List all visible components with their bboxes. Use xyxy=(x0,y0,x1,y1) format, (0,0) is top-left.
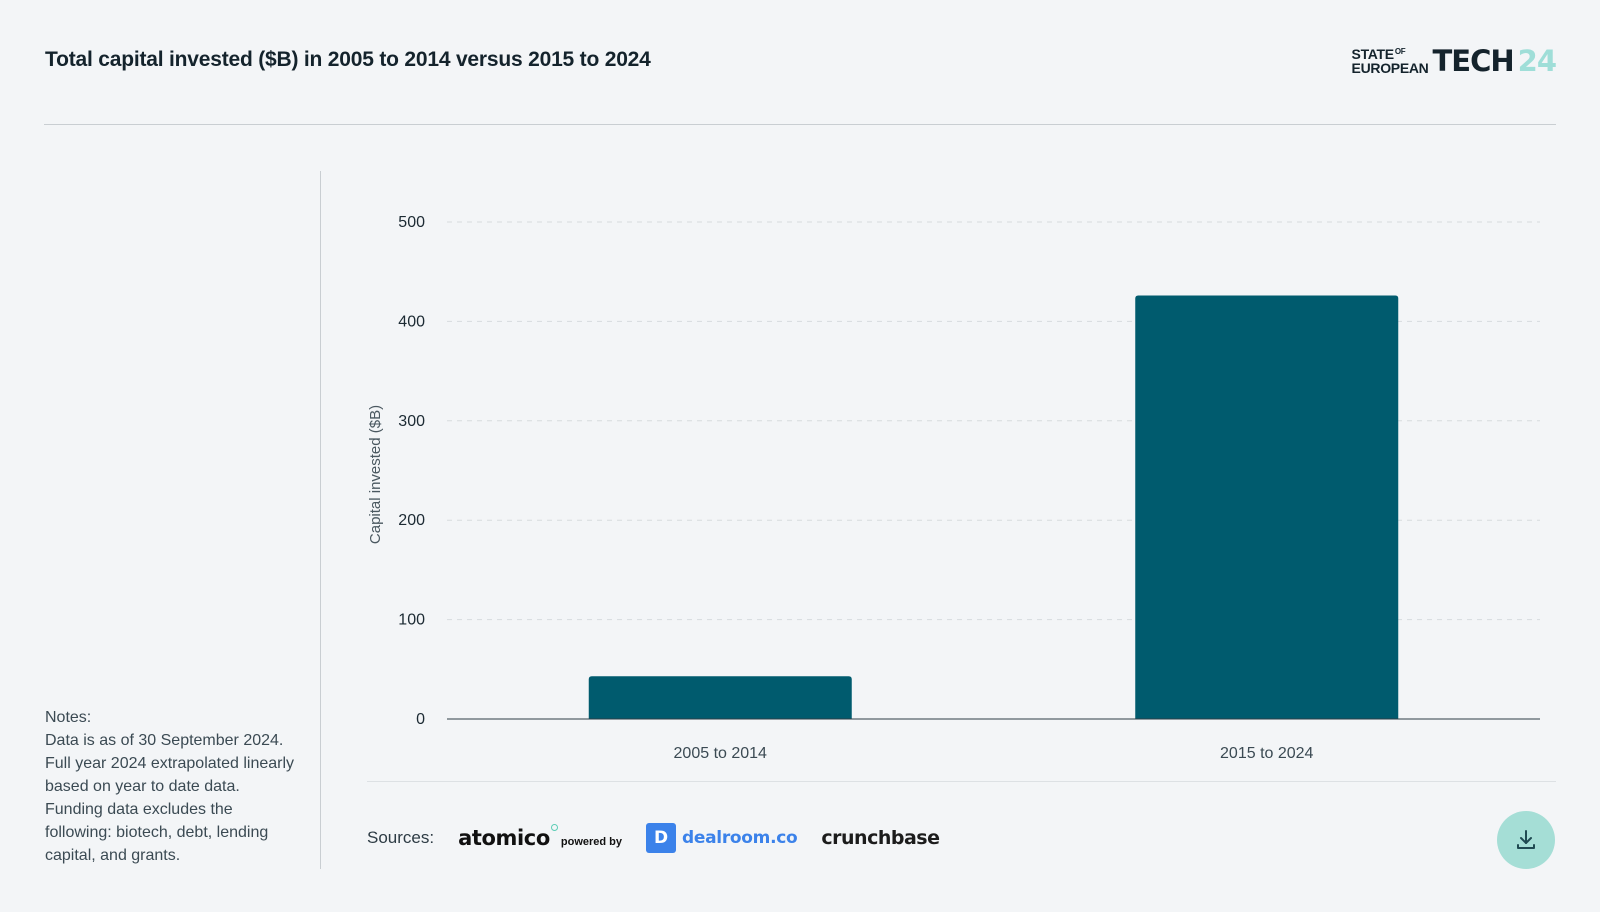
y-tick-label: 500 xyxy=(398,214,425,231)
y-tick-label: 400 xyxy=(398,313,425,330)
brand-of: OF xyxy=(1394,47,1406,56)
powered-by-text: powered by xyxy=(560,836,623,848)
chart-bars xyxy=(588,295,1399,719)
y-axis-label: Capital invested ($B) xyxy=(367,405,384,544)
dealroom-logo: D dealroom.co xyxy=(646,823,798,853)
x-tick-label: 2005 to 2014 xyxy=(674,745,768,762)
x-tick-label: 2015 to 2024 xyxy=(1220,745,1314,762)
download-button[interactable] xyxy=(1497,811,1555,869)
state-of-european-tech-logo: STATE OF EUROPEAN TECH 24 xyxy=(1352,44,1557,78)
notes-text: Data is as of 30 September 2024. Full ye… xyxy=(45,732,295,864)
download-icon xyxy=(1517,830,1535,849)
brand-small-text: STATE OF EUROPEAN xyxy=(1352,47,1429,75)
dealroom-mark-icon: D xyxy=(646,823,677,853)
atomico-wordmark: atomico xyxy=(458,826,550,850)
bar xyxy=(588,676,852,719)
y-axis-ticks: 0 100 200 300 400 500 xyxy=(398,214,425,728)
bar-chart: 0 100 200 300 400 500 2005 to 2014 2015 to 202… xyxy=(367,214,1540,762)
brand-tech: TECH xyxy=(1432,44,1514,78)
x-axis-ticks: 2005 to 2014 2015 to 2024 xyxy=(674,745,1314,762)
sources-label: Sources: xyxy=(367,828,435,847)
y-tick-label: 100 xyxy=(398,612,425,629)
brand-state: STATE xyxy=(1351,46,1395,62)
brand-european: EUROPEAN xyxy=(1351,60,1429,76)
chart-title: Total capital invested ($B) in 2005 to 2… xyxy=(45,48,651,71)
crunchbase-logo: crunchbase xyxy=(821,827,940,849)
atomico-dot-icon xyxy=(550,824,558,831)
bar xyxy=(1135,295,1399,719)
atomico-logo: atomico powered by xyxy=(458,824,623,850)
sidebar-divider xyxy=(320,171,321,869)
sources: Sources: atomico powered by D dealroom.c… xyxy=(367,822,940,854)
notes: Notes: Data is as of 30 September 2024. … xyxy=(45,706,300,867)
footer-divider xyxy=(367,781,1556,782)
y-tick-label: 0 xyxy=(416,711,425,728)
brand-year: 24 xyxy=(1517,44,1557,78)
notes-label: Notes: xyxy=(45,709,92,726)
dealroom-wordmark: dealroom.co xyxy=(682,828,798,848)
y-tick-label: 200 xyxy=(398,512,425,529)
header-divider xyxy=(44,124,1556,125)
y-tick-label: 300 xyxy=(398,413,425,430)
